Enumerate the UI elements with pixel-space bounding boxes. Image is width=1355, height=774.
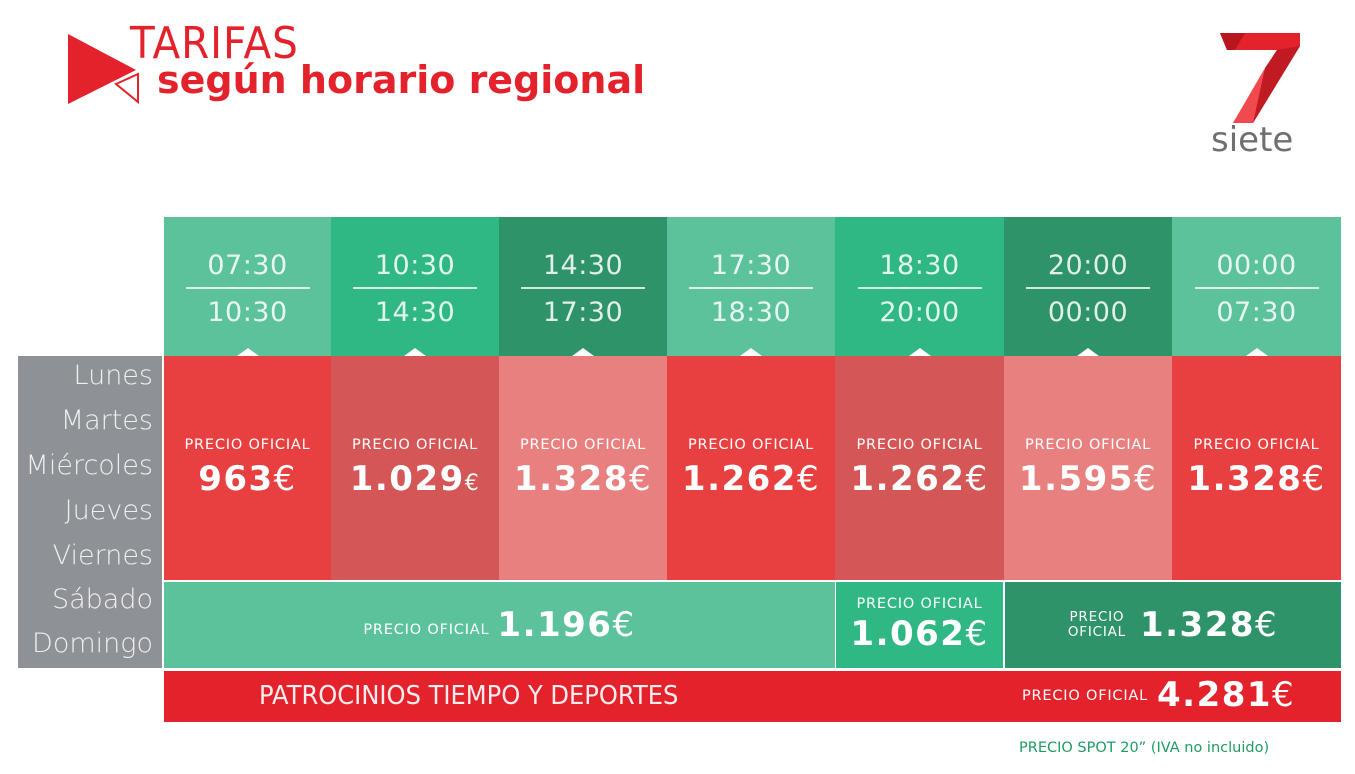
footnote: PRECIO SPOT 20” (IVA no incluido): [1019, 740, 1270, 756]
time-slot-header: 18:30 20:00: [835, 217, 1004, 356]
divider: [353, 287, 477, 289]
divider: [185, 287, 310, 289]
notch-marker: [1077, 348, 1099, 356]
notch-marker: [740, 348, 762, 356]
divider: [521, 287, 645, 289]
weekday-price-cell: PRECIO OFICIAL 1.328€: [1172, 356, 1341, 580]
divider: [1026, 287, 1150, 289]
time-slot-header: 14:30 17:30: [499, 217, 667, 356]
price-label: PRECIO OFICIAL: [1193, 437, 1320, 453]
price-value: 1.328€: [1139, 605, 1279, 645]
price-value: 1.328€: [513, 459, 653, 499]
price-value: 1.029€: [349, 459, 481, 499]
price-label: PRECIO OFICIAL: [184, 437, 311, 453]
price-value: 1.196€: [497, 605, 636, 645]
notch-marker: [908, 348, 931, 356]
price-label: PRECIO OFICIAL: [856, 437, 983, 453]
sponsorship-bar: PATROCINIOS TIEMPO Y DEPORTES PRECIO OFI…: [164, 671, 1341, 722]
price-value: 1.328€: [1187, 459, 1326, 499]
brand-name: siete: [1211, 120, 1294, 160]
divider: [689, 287, 813, 289]
divider: [1194, 287, 1319, 289]
time-slot-start: 17:30: [710, 250, 792, 281]
price-label: PRECIO OFICIAL: [856, 596, 983, 612]
day-label: Sábado: [51, 584, 153, 615]
time-slot-end: 07:30: [1216, 297, 1297, 328]
day-label: Domingo: [32, 628, 153, 659]
day-label: Jueves: [64, 495, 153, 526]
notch-marker: [572, 348, 594, 356]
price-value: 1.062€: [850, 614, 989, 654]
divider: [857, 287, 982, 289]
weekday-price-cell: PRECIO OFICIAL 1.595€: [1004, 356, 1172, 580]
notch-marker: [1245, 348, 1268, 356]
price-value: 1.262€: [850, 459, 989, 499]
weekend-price-cell: PRECIO OFICIAL 1.196€: [164, 582, 835, 668]
time-slot-header: 10:30 14:30: [331, 217, 499, 356]
play-logo-icon: [68, 34, 139, 105]
weekend-price-cell: PRECIO OFICIAL 1.062€: [836, 582, 1003, 668]
price-label: PRECIO OFICIAL: [351, 437, 479, 453]
price-label: PRECIO OFICIAL: [1067, 609, 1126, 640]
time-slot-start: 07:30: [207, 250, 288, 281]
day-label: Lunes: [73, 360, 153, 391]
time-slot-header: 00:00 07:30: [1172, 217, 1341, 356]
notch-marker: [236, 348, 259, 356]
day-label: Miércoles: [25, 450, 153, 481]
days-panel: Lunes Martes Miércoles Jueves Viernes Sá…: [18, 356, 162, 668]
time-slot-start: 14:30: [542, 250, 624, 281]
page-title: TARIFAS: [130, 18, 299, 69]
time-slot-end: 20:00: [879, 297, 960, 328]
weekday-price-cell: PRECIO OFICIAL 1.262€: [667, 356, 835, 580]
price-label: PRECIO OFICIAL: [519, 437, 647, 453]
weekday-price-cell: PRECIO OFICIAL 1.029€: [331, 356, 499, 580]
price-label: PRECIO OFICIAL: [687, 437, 815, 453]
time-slot-header: 07:30 10:30: [164, 217, 331, 356]
time-slot-start: 00:00: [1216, 250, 1297, 281]
day-label: Martes: [60, 405, 153, 436]
price-value: 1.262€: [681, 459, 821, 499]
time-slot-header: 17:30 18:30: [667, 217, 835, 356]
price-value: 963€: [198, 459, 297, 499]
siete-logo-icon: [1220, 33, 1300, 123]
notch-marker: [404, 348, 426, 356]
price-value: 4.281€: [1157, 675, 1296, 715]
price-value: 1.595€: [1018, 459, 1158, 499]
time-slot-start: 20:00: [1047, 250, 1129, 281]
page-subtitle: según horario regional: [157, 58, 646, 102]
time-slot-header: 20:00 00:00: [1004, 217, 1172, 356]
weekday-price-cell: PRECIO OFICIAL 1.262€: [835, 356, 1004, 580]
time-slot-end: 17:30: [542, 297, 624, 328]
weekday-price-cell: PRECIO OFICIAL 963€: [164, 356, 331, 580]
time-slot-start: 18:30: [879, 250, 960, 281]
price-label: PRECIO OFICIAL: [363, 622, 490, 638]
weekday-price-cell: PRECIO OFICIAL 1.328€: [499, 356, 667, 580]
time-slot-end: 10:30: [207, 297, 288, 328]
time-slot-end: 00:00: [1047, 297, 1129, 328]
time-slot-start: 10:30: [374, 250, 456, 281]
time-slot-end: 14:30: [374, 297, 456, 328]
day-label: Viernes: [52, 540, 153, 571]
sponsorship-label: PATROCINIOS TIEMPO Y DEPORTES: [259, 681, 679, 711]
time-slot-end: 18:30: [710, 297, 792, 328]
price-label: PRECIO OFICIAL: [1022, 688, 1149, 704]
weekend-price-cell: PRECIO OFICIAL 1.328€: [1005, 582, 1341, 668]
price-label: PRECIO OFICIAL: [1024, 437, 1152, 453]
